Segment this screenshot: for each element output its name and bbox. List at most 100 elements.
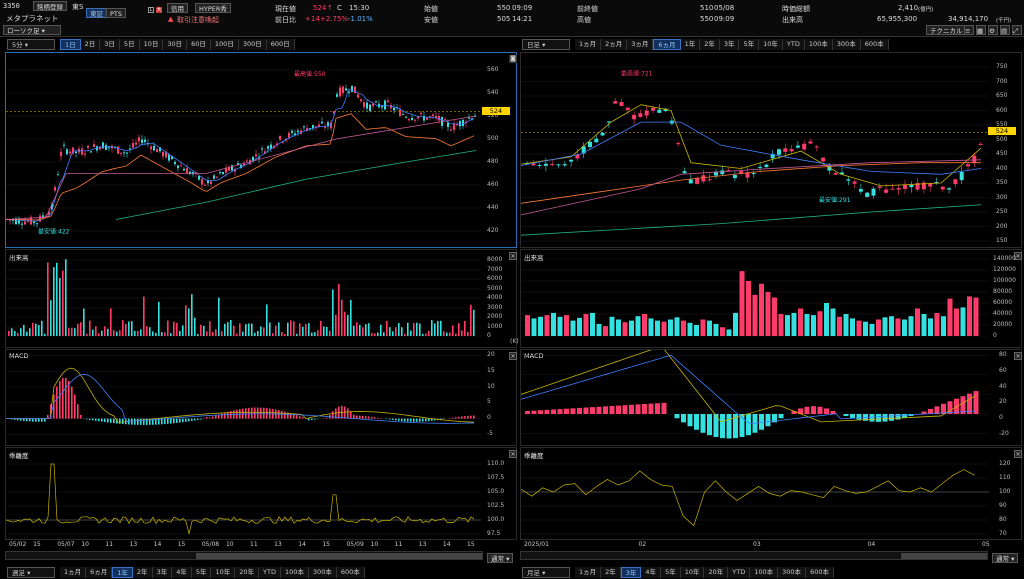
bottom-right-period-tab-9[interactable]: 300本 bbox=[778, 567, 807, 578]
macd-bar bbox=[164, 418, 166, 425]
bottom-left-period-tab-8[interactable]: 20年 bbox=[235, 567, 260, 578]
bottom-left-period-tab-1[interactable]: 6ヵ月 bbox=[86, 567, 113, 578]
right-deviation-panel[interactable]: 乖離度 ✕ 120 110 100 90 80 70 bbox=[520, 447, 1022, 540]
right-volume-panel[interactable]: 出来高 ✕ 140000 120000 100000 80000 60000 40000 2… bbox=[520, 249, 1022, 348]
bottom-left-period-tab-10[interactable]: 100本 bbox=[281, 567, 309, 578]
candle-body bbox=[651, 107, 655, 111]
left-period-tab-1[interactable]: 2日 bbox=[80, 39, 101, 50]
left-scroll-thumb[interactable] bbox=[196, 553, 482, 559]
right-period-tab-3[interactable]: 6ヵ月 bbox=[653, 39, 681, 50]
close-icon[interactable]: ✕ bbox=[509, 450, 517, 458]
right-period-tab-2[interactable]: 3ヵ月 bbox=[627, 39, 654, 50]
left-interval-select[interactable]: 5分 ▾ bbox=[7, 39, 55, 50]
settings-icon[interactable]: ⚙ bbox=[988, 25, 998, 35]
macd-bar bbox=[365, 416, 367, 419]
close-icon[interactable]: ✕ bbox=[1014, 252, 1022, 260]
volume-bar bbox=[209, 321, 211, 336]
hyper-button[interactable]: HYPER秀 bbox=[195, 3, 231, 13]
right-scroll-mode[interactable]: 通常 ▾ bbox=[992, 553, 1019, 563]
left-macd-panel[interactable]: MACD ✕ 20 15 10 5 0 -5 bbox=[5, 349, 517, 446]
bottom-left-period-tab-4[interactable]: 3年 bbox=[152, 567, 173, 578]
macd-bar bbox=[733, 414, 738, 439]
left-period-tab-8[interactable]: 300日 bbox=[238, 39, 267, 50]
bottom-left-period-tab-7[interactable]: 10年 bbox=[211, 567, 236, 578]
candle-body bbox=[840, 172, 844, 175]
market-tse-button[interactable]: 東証 bbox=[86, 8, 107, 18]
right-macd-panel[interactable]: MACD ✕ 80 60 40 20 0 -20 bbox=[520, 349, 1022, 446]
right-period-tab-11[interactable]: 300本 bbox=[832, 39, 861, 50]
right-period-tab-12[interactable]: 600本 bbox=[860, 39, 889, 50]
candle-body bbox=[644, 110, 649, 116]
right-period-tab-7[interactable]: 5年 bbox=[739, 39, 760, 50]
close-icon[interactable]: ✕ bbox=[1014, 450, 1022, 458]
right-period-tab-8[interactable]: 10年 bbox=[759, 39, 783, 50]
left-price-tick: 500 bbox=[487, 135, 499, 142]
bottom-right-period-tab-0[interactable]: 1ヵ月 bbox=[575, 567, 602, 578]
bottom-left-interval-select[interactable]: 週足 ▾ bbox=[7, 567, 55, 578]
bottom-right-period-tab-1[interactable]: 2年 bbox=[601, 567, 621, 578]
left-period-tab-2[interactable]: 3日 bbox=[100, 39, 120, 50]
camera-icon[interactable]: ◙ bbox=[509, 55, 517, 63]
left-period-tab-0[interactable]: 1日 bbox=[60, 39, 81, 50]
left-scroll-mode[interactable]: 通常 ▾ bbox=[487, 553, 514, 563]
left-period-tab-7[interactable]: 100日 bbox=[210, 39, 239, 50]
bottom-left-period-tab-0[interactable]: 1ヵ月 bbox=[60, 567, 87, 578]
right-scrollbar[interactable] bbox=[520, 551, 988, 560]
right-interval-select[interactable]: 日足 ▾ bbox=[522, 39, 570, 50]
bottom-right-period-tab-5[interactable]: 10年 bbox=[680, 567, 705, 578]
right-period-tab-1[interactable]: 2ヵ月 bbox=[601, 39, 628, 50]
bottom-left-period-tab-12[interactable]: 600本 bbox=[336, 567, 365, 578]
right-scroll-thumb[interactable] bbox=[901, 553, 987, 559]
macd-bar bbox=[332, 411, 334, 419]
bottom-right-period-tab-4[interactable]: 5年 bbox=[661, 567, 681, 578]
left-deviation-panel[interactable]: 乖離度 ✕ 110.0 107.5 105.0 102.5 100.0 97.5 bbox=[5, 447, 517, 540]
layout-icon[interactable]: ▦ bbox=[976, 25, 986, 35]
bottom-right-period-tab-2[interactable]: 3年 bbox=[620, 567, 642, 578]
right-period-tab-9[interactable]: YTD bbox=[782, 39, 805, 50]
bottom-right-period-tab-8[interactable]: 100本 bbox=[750, 567, 779, 578]
left-price-panel[interactable]: 最高値:550 最安値:422 560 540 520 500 480 460 440 420 … bbox=[5, 52, 517, 248]
bottom-right-period-tab-10[interactable]: 600本 bbox=[806, 567, 834, 578]
right-period-tab-10[interactable]: 100本 bbox=[804, 39, 833, 50]
candle-body bbox=[333, 111, 335, 114]
close-icon[interactable]: ✕ bbox=[509, 252, 517, 260]
bottom-right-period-tab-6[interactable]: 20年 bbox=[704, 567, 729, 578]
left-period-tab-9[interactable]: 600日 bbox=[266, 39, 295, 50]
expand-icon[interactable]: ⤢ bbox=[1012, 25, 1022, 35]
technical-button[interactable]: テクニカル bbox=[926, 25, 967, 35]
left-period-tab-6[interactable]: 60日 bbox=[187, 39, 211, 50]
tile-icon[interactable]: ▤ bbox=[1000, 25, 1010, 35]
market-pts-button[interactable]: PTS bbox=[106, 8, 127, 18]
stock-code: 3350 bbox=[3, 2, 20, 10]
menu-icon[interactable]: ≡ bbox=[964, 25, 974, 35]
left-period-tab-3[interactable]: 5日 bbox=[119, 39, 140, 50]
bottom-right-period-tab-7[interactable]: YTD bbox=[728, 567, 751, 578]
bottom-left-period-tab-9[interactable]: YTD bbox=[259, 567, 281, 578]
register-button[interactable]: 銘柄登録 bbox=[33, 1, 67, 11]
bottom-left-period-tab-2[interactable]: 1年 bbox=[112, 567, 133, 578]
right-period-tab-5[interactable]: 2年 bbox=[700, 39, 720, 50]
left-volume-panel[interactable]: 出来高 ✕ 8000 7000 6000 5000 4000 3000 2000 1000 0 … bbox=[5, 249, 519, 348]
right-period-tab-6[interactable]: 3年 bbox=[719, 39, 740, 50]
volume-bar bbox=[149, 327, 151, 336]
right-period-tab-4[interactable]: 1年 bbox=[680, 39, 701, 50]
credit-button[interactable]: 信用 bbox=[167, 3, 188, 13]
bottom-left-period-tab-11[interactable]: 300本 bbox=[308, 567, 337, 578]
left-period-tab-4[interactable]: 10日 bbox=[139, 39, 164, 50]
right-period-tab-0[interactable]: 1ヵ月 bbox=[575, 39, 602, 50]
bottom-right-interval-select[interactable]: 月足 ▾ bbox=[522, 567, 570, 578]
chart-type-select[interactable]: ローソク足 ▾ bbox=[3, 25, 61, 35]
bottom-right-period-tab-3[interactable]: 4年 bbox=[641, 567, 662, 578]
left-period-tab-5[interactable]: 30日 bbox=[163, 39, 188, 50]
volume-bar bbox=[197, 333, 199, 336]
right-price-tick: 200 bbox=[996, 222, 1008, 230]
close-icon[interactable]: ✕ bbox=[509, 352, 517, 360]
candle-body bbox=[865, 192, 870, 197]
right-price-panel[interactable]: 最高値:721 最安値:291 750 700 650 600 550 500 450 400 3… bbox=[520, 52, 1022, 248]
bottom-left-period-tab-6[interactable]: 5年 bbox=[191, 567, 212, 578]
bottom-left-period-tab-3[interactable]: 2年 bbox=[132, 567, 153, 578]
candle-body bbox=[688, 179, 693, 184]
bottom-left-period-tab-5[interactable]: 4年 bbox=[172, 567, 192, 578]
left-scrollbar[interactable] bbox=[5, 551, 483, 560]
close-icon[interactable]: ✕ bbox=[1014, 352, 1022, 360]
